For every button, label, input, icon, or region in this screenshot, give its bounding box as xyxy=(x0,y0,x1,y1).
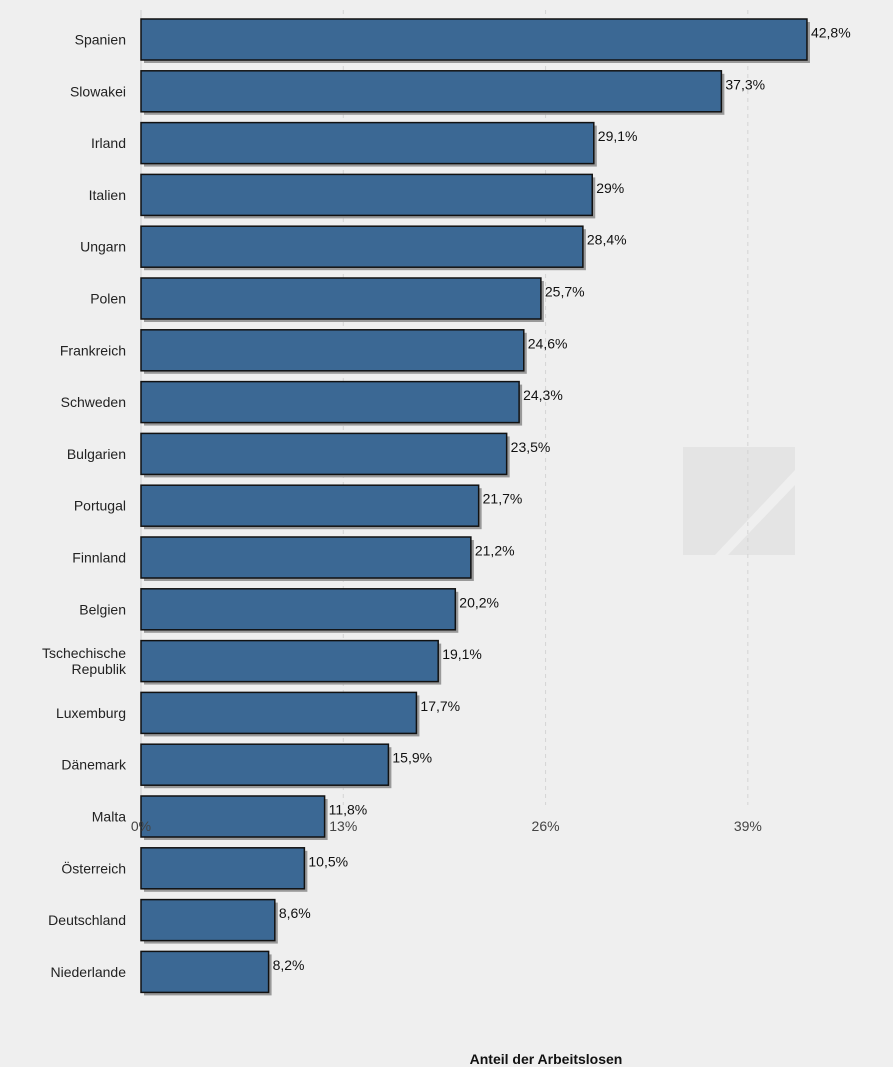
category-label: Tschechische Republik xyxy=(42,645,127,677)
category-label: Schweden xyxy=(61,394,126,410)
value-label: 11,8% xyxy=(329,802,368,818)
bar xyxy=(140,329,525,372)
watermark-shape xyxy=(683,447,795,555)
category-label: Bulgarien xyxy=(67,446,126,462)
value-label: 15,9% xyxy=(392,750,432,766)
category-label: Dänemark xyxy=(61,757,127,773)
category-label: Irland xyxy=(91,135,126,151)
category-label: Frankreich xyxy=(60,342,126,358)
category-label: Österreich xyxy=(61,859,126,876)
x-tick-label: 0% xyxy=(131,818,151,834)
bar xyxy=(140,743,390,786)
value-label: 29% xyxy=(596,180,624,196)
value-label: 8,6% xyxy=(279,905,311,921)
bar xyxy=(140,277,542,320)
category-label: Belgien xyxy=(79,601,126,617)
value-label: 23,5% xyxy=(511,439,551,455)
bars xyxy=(140,18,810,996)
bar xyxy=(140,847,306,890)
value-label: 21,7% xyxy=(483,491,523,507)
x-axis-title: Anteil der Arbeitslosen xyxy=(470,1051,623,1067)
value-label: 21,2% xyxy=(475,543,515,559)
value-label: 25,7% xyxy=(545,284,585,300)
category-labels: Spanien Slowakei Irland Italien Ungarn Polen F… xyxy=(42,32,127,980)
bar xyxy=(140,70,723,113)
value-label: 8,2% xyxy=(273,957,305,973)
x-tick-label: 26% xyxy=(532,818,560,834)
category-label: Luxemburg xyxy=(56,705,126,721)
bar xyxy=(140,691,418,735)
bar xyxy=(140,432,508,476)
category-label: Malta xyxy=(92,809,126,825)
x-tick-label: 39% xyxy=(734,818,762,834)
value-label: 37,3% xyxy=(725,76,765,92)
bar xyxy=(140,898,276,942)
category-label: Finnland xyxy=(72,550,126,566)
bar xyxy=(140,639,439,683)
x-tick-label: 13% xyxy=(329,818,357,834)
bar xyxy=(140,484,480,527)
bar xyxy=(140,536,472,579)
value-label: 24,3% xyxy=(523,387,563,403)
bar xyxy=(140,225,584,268)
category-label: Spanien xyxy=(75,32,126,48)
value-label: 24,6% xyxy=(528,335,568,351)
bar xyxy=(140,795,326,838)
value-label: 29,1% xyxy=(598,128,638,144)
bar xyxy=(140,121,595,165)
category-label: Italien xyxy=(89,187,126,203)
x-axis-ticks: 0% 13% 26% 39% xyxy=(131,818,762,834)
value-label: 42,8% xyxy=(811,25,851,41)
bar xyxy=(140,173,593,217)
category-label: Slowakei xyxy=(70,83,126,99)
value-label: 10,5% xyxy=(308,853,348,869)
bar xyxy=(140,950,270,994)
value-label: 19,1% xyxy=(442,646,482,662)
value-label: 28,4% xyxy=(587,232,627,248)
bar xyxy=(140,588,457,631)
bar xyxy=(140,380,520,424)
bar xyxy=(140,18,808,61)
value-labels: 42,8% 37,3% 29,1% 29% 28,4% 25,7% 24,6% 24,3% 23… xyxy=(273,25,851,973)
category-label: Deutschland xyxy=(48,912,126,928)
category-label: Polen xyxy=(90,291,126,307)
category-label: Portugal xyxy=(74,498,126,514)
value-label: 20,2% xyxy=(459,594,499,610)
category-label: Ungarn xyxy=(80,239,126,255)
value-label: 17,7% xyxy=(420,698,460,714)
category-label: Niederlande xyxy=(51,964,127,980)
watermark-logo xyxy=(683,447,795,555)
